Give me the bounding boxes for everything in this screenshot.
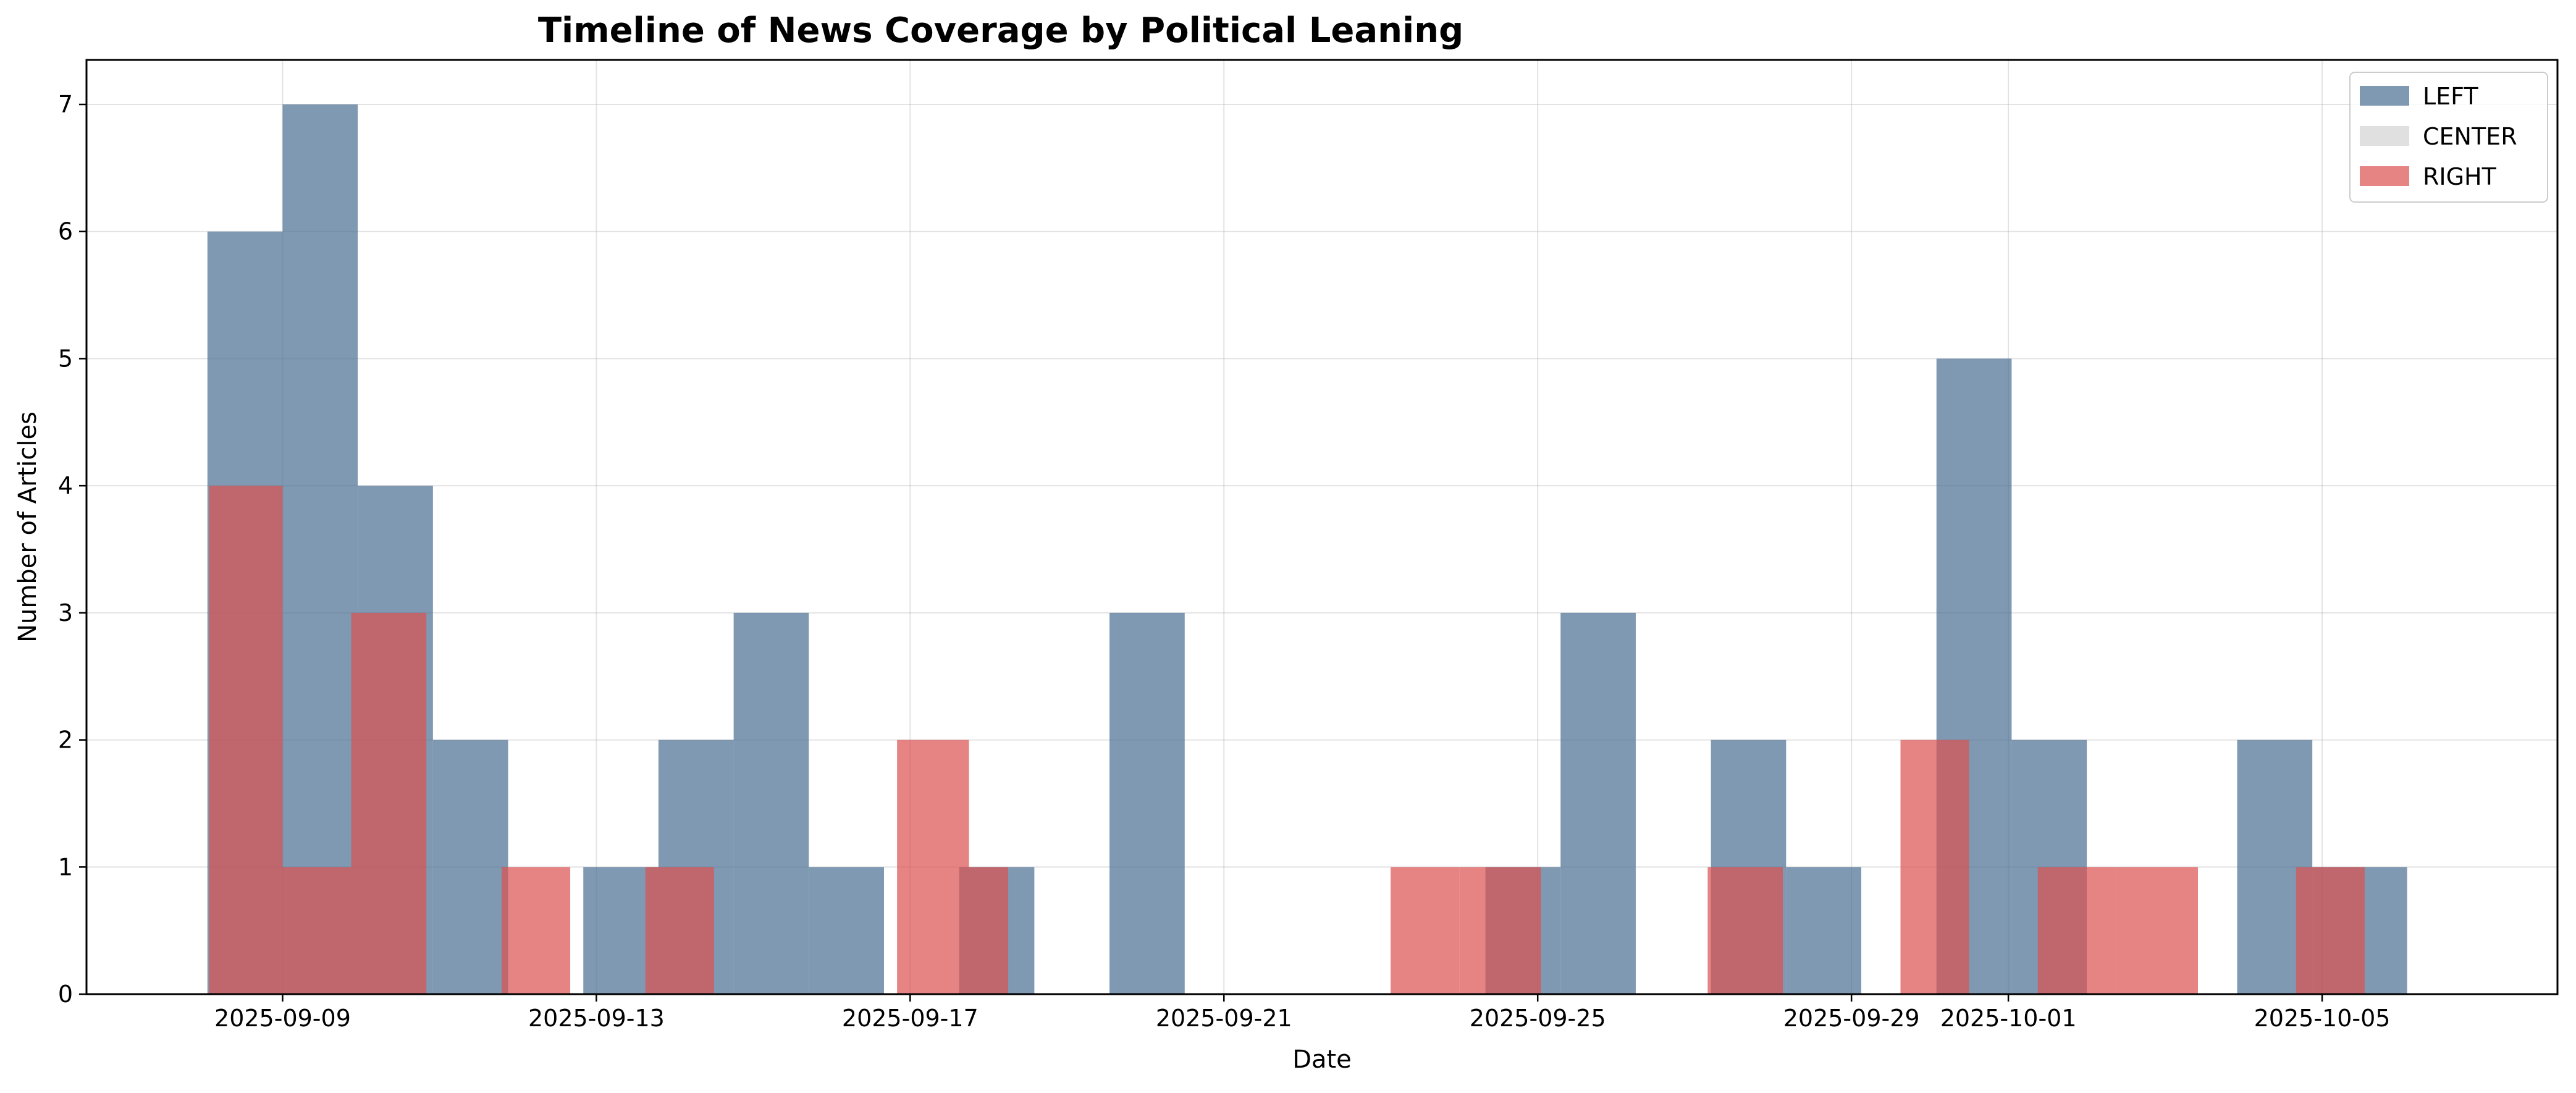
bar-right — [2037, 867, 2116, 994]
bar-left — [1109, 612, 1185, 994]
bar-right — [897, 740, 969, 994]
x-tick-label: 2025-09-21 — [1156, 1005, 1292, 1032]
legend-swatch-right — [2360, 166, 2409, 186]
bar-right — [2296, 867, 2365, 994]
legend-label-center: CENTER — [2423, 123, 2517, 150]
legend: LEFT CENTER RIGHT — [2349, 72, 2548, 203]
bar-right — [351, 612, 427, 994]
bar-right — [969, 867, 1009, 994]
bar-left — [809, 867, 885, 994]
bar-right — [282, 867, 351, 994]
bar-right — [1391, 867, 1460, 994]
bar-right — [209, 486, 283, 994]
bar-left — [1786, 867, 1862, 994]
bar-left — [282, 104, 358, 994]
y-tick-label: 1 — [58, 853, 73, 880]
bar-left — [432, 740, 508, 994]
legend-label-right: RIGHT — [2423, 163, 2497, 190]
x-tick-label: 2025-09-17 — [842, 1005, 979, 1032]
x-tick-label: 2025-10-01 — [1940, 1005, 2077, 1032]
x-axis-label: Date — [1292, 1045, 1352, 1074]
x-tick-label: 2025-09-09 — [214, 1005, 351, 1032]
y-tick-label: 6 — [58, 218, 73, 245]
bar-right — [1900, 740, 1969, 994]
bar-right — [1459, 867, 1541, 994]
y-axis-label: Number of Articles — [14, 411, 42, 643]
bar-right — [1707, 867, 1783, 994]
bar-right — [645, 867, 714, 994]
y-tick-label: 5 — [58, 345, 73, 372]
y-tick-label: 7 — [58, 91, 73, 118]
legend-label-left: LEFT — [2423, 83, 2478, 110]
bar-left — [1560, 612, 1636, 994]
x-tick-label: 2025-09-29 — [1783, 1005, 1920, 1032]
plot-frame — [85, 59, 2559, 995]
x-tick-label: 2025-09-25 — [1470, 1005, 1606, 1032]
bar-right — [501, 867, 571, 994]
y-tick-label: 4 — [58, 472, 73, 499]
bar-right — [2116, 867, 2198, 994]
axis-ticks: 2025-09-09 2025-09-13 2025-09-17 2025-09-21… — [58, 91, 2391, 1032]
x-tick-label: 2025-10-05 — [2254, 1005, 2391, 1032]
bar-left — [733, 612, 809, 994]
legend-swatch-center — [2360, 126, 2409, 146]
legend-swatch-left — [2360, 86, 2409, 106]
x-tick-label: 2025-09-13 — [528, 1005, 665, 1032]
chart-title: Timeline of News Coverage by Political L… — [538, 11, 1463, 51]
y-tick-label: 2 — [58, 727, 73, 754]
bars — [207, 104, 2407, 994]
y-tick-label: 0 — [58, 981, 73, 1008]
y-tick-label: 3 — [58, 599, 73, 627]
